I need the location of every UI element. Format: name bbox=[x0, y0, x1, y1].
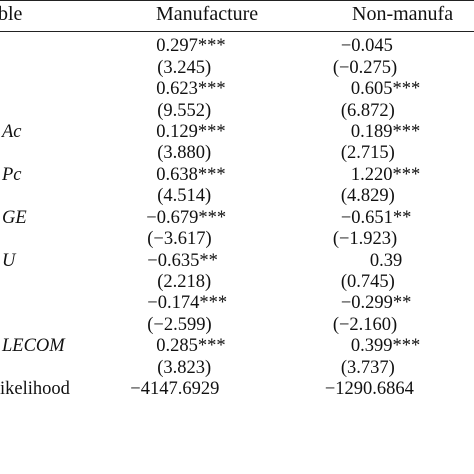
table-row: (−2.599) (−2.160) bbox=[0, 315, 474, 336]
variable-cell bbox=[0, 229, 116, 250]
variable-cell: Ac bbox=[2, 121, 22, 142]
manufacture-cell: (2.218) bbox=[157, 272, 212, 293]
manufacture-cell: −0.174*** bbox=[147, 293, 228, 314]
manufacture-cell: (−2.599) bbox=[147, 314, 212, 335]
non-manufacture-cell: (2.715) bbox=[340, 143, 395, 164]
top-rule bbox=[0, 0, 474, 1]
variable-cell: Pc bbox=[2, 164, 22, 185]
non-manufacture-cell: −0.299** bbox=[340, 293, 412, 314]
variable-cell: LECOM bbox=[2, 336, 65, 357]
variable-cell bbox=[0, 79, 116, 100]
non-manufacture-cell: −0.651** bbox=[340, 207, 412, 228]
table-row: (3.880) (2.715) bbox=[0, 143, 474, 164]
table-row: −0.174*** −0.299** bbox=[0, 293, 474, 314]
table-row: U −0.635** 0.39 bbox=[0, 250, 474, 271]
variable-cell bbox=[0, 358, 116, 379]
header-variable: ble bbox=[0, 3, 23, 25]
table-row: (−3.617) (−1.923) bbox=[0, 229, 474, 250]
variable-cell bbox=[0, 272, 116, 293]
table-row: 0.623*** 0.605*** bbox=[0, 79, 474, 100]
manufacture-cell: (4.514) bbox=[157, 186, 212, 207]
manufacture-cell: −0.635** bbox=[147, 250, 218, 271]
manufacture-cell: (3.880) bbox=[157, 143, 212, 164]
manufacture-cell: 0.129*** bbox=[156, 121, 226, 142]
variable-cell bbox=[0, 186, 116, 207]
variable-cell bbox=[0, 293, 116, 314]
table-row: 0.297*** −0.045 bbox=[0, 36, 474, 57]
table-row: (2.218) (0.745) bbox=[0, 272, 474, 293]
non-manufacture-cell: 0.39 bbox=[369, 250, 403, 271]
variable-cell: U bbox=[2, 250, 16, 271]
non-manufacture-cell: (−1.923) bbox=[332, 229, 398, 250]
non-manufacture-cell: (−2.160) bbox=[332, 314, 398, 335]
manufacture-cell: −0.679*** bbox=[146, 207, 227, 228]
non-manufacture-cell: 0.399*** bbox=[350, 336, 421, 357]
variable-cell bbox=[0, 36, 116, 57]
table-row: LECOM 0.285*** 0.399*** bbox=[0, 336, 474, 357]
table-row: (3.245) (−0.275) bbox=[0, 57, 474, 78]
variable-cell bbox=[0, 57, 116, 78]
non-manufacture-cell: (6.872) bbox=[340, 100, 395, 121]
non-manufacture-cell: (−0.275) bbox=[332, 57, 398, 78]
variable-cell bbox=[0, 100, 116, 121]
table-row: Ac 0.129*** 0.189*** bbox=[0, 122, 474, 143]
manufacture-cell: 0.623*** bbox=[156, 79, 226, 100]
non-manufacture-cell: (0.745) bbox=[340, 272, 395, 293]
header-manufacture: Manufacture bbox=[156, 3, 259, 25]
table-row: (9.552) (6.872) bbox=[0, 100, 474, 121]
variable-cell bbox=[0, 315, 116, 336]
table-row: ikelihood −4147.6929 −1290.6864 bbox=[0, 379, 474, 400]
table-row: GE −0.679*** −0.651** bbox=[0, 208, 474, 229]
manufacture-cell: (3.245) bbox=[157, 57, 212, 78]
table-row: (3.823) (3.737) bbox=[0, 358, 474, 379]
non-manufacture-cell: −0.045 bbox=[340, 36, 393, 57]
manufacture-cell: 0.285*** bbox=[156, 336, 226, 357]
variable-cell: ikelihood bbox=[0, 379, 70, 400]
table-row: Pc 0.638*** 1.220*** bbox=[0, 165, 474, 186]
manufacture-cell: (3.823) bbox=[157, 357, 212, 378]
non-manufacture-cell: 0.189*** bbox=[350, 121, 421, 142]
non-manufacture-cell: (4.829) bbox=[340, 186, 395, 207]
variable-cell: GE bbox=[2, 207, 27, 228]
manufacture-cell: (9.552) bbox=[157, 100, 212, 121]
table-row: (4.514) (4.829) bbox=[0, 186, 474, 207]
manufacture-cell: 0.638*** bbox=[156, 164, 226, 185]
manufacture-cell: −4147.6929 bbox=[130, 379, 220, 400]
manufacture-cell: (−3.617) bbox=[147, 229, 212, 250]
header-rule bbox=[0, 31, 474, 32]
non-manufacture-cell: (3.737) bbox=[340, 357, 395, 378]
non-manufacture-cell: 1.220*** bbox=[350, 164, 421, 185]
header-non-manufacture: Non-manufa bbox=[352, 3, 454, 25]
non-manufacture-cell: 0.605*** bbox=[350, 79, 421, 100]
non-manufacture-cell: −1290.6864 bbox=[324, 379, 414, 400]
variable-cell bbox=[0, 143, 116, 164]
regression-table: 0.297*** −0.045 (3.245) (−0.275) 0.623**… bbox=[0, 36, 474, 400]
manufacture-cell: 0.297*** bbox=[156, 36, 226, 57]
